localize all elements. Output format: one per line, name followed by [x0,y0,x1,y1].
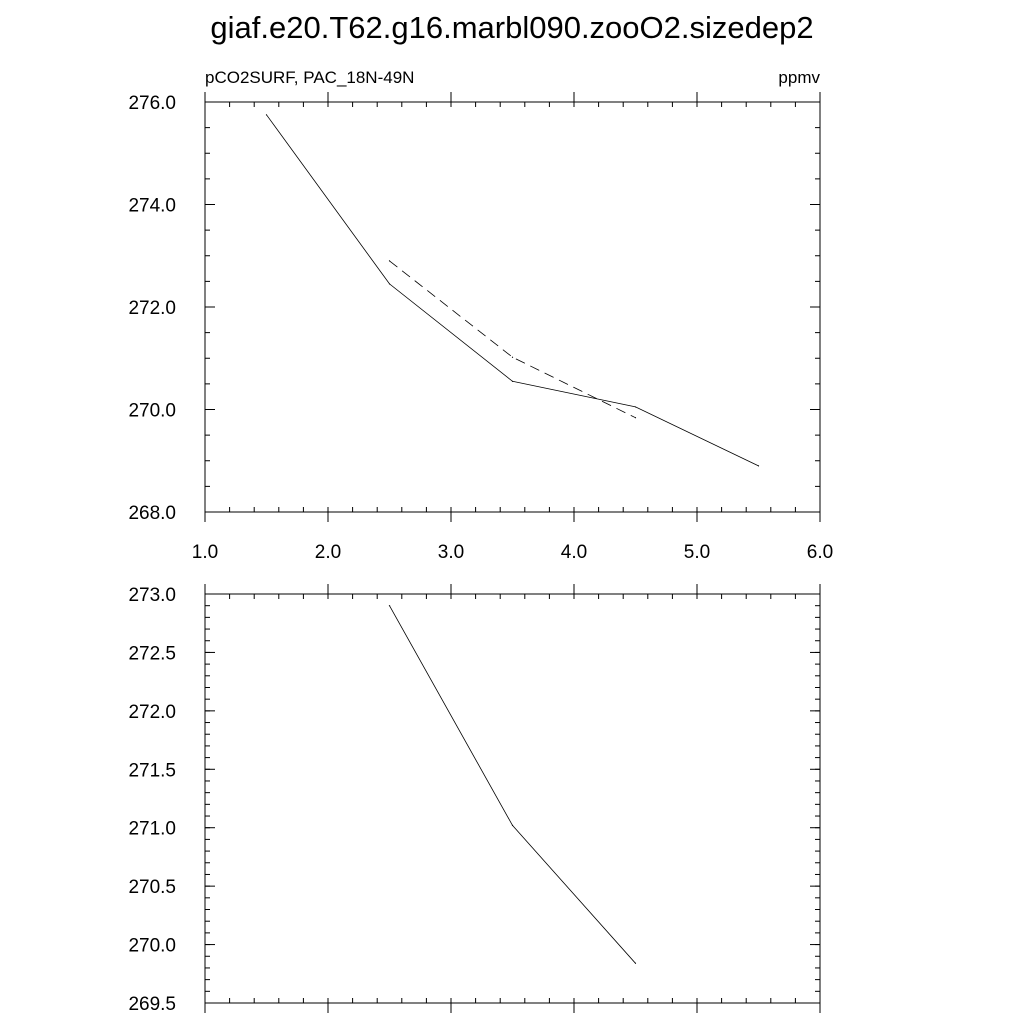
bottom-panel-y-tick-label: 271.5 [128,760,176,781]
top-panel-y-tick-label: 270.0 [128,401,176,422]
top-panel-x-tick-label: 1.0 [192,542,218,563]
top-panel-subtitle-left: pCO2SURF, PAC_18N-49N [205,68,414,87]
bottom-panel-y-tick-label: 270.5 [128,877,176,898]
bottom-panel-y-tick-label: 272.0 [128,702,176,723]
bottom-panel-y-tick-label: 269.5 [128,994,176,1015]
top-panel-units: ppmv [778,68,820,87]
bottom-panel: 269.5 270.0 270.5 271.0 271.5 272.0 272.5 273.0 [128,584,821,1015]
top-panel-x-tick-label: 6.0 [807,542,833,563]
figure-title: giaf.e20.T62.g16.marbl090.zooO2.sizedep2 [210,10,813,45]
top-panel-series-solid-point [265,114,268,116]
bottom-panel-y-tick-label: 272.5 [128,643,176,664]
top-panel-series-solid-point [511,380,514,382]
top-panel-series-dashed-point [388,260,391,262]
top-panel-series-dashed-point [634,417,637,419]
bottom-panel-series-solid-point [388,605,391,607]
top-panel-y-tick-label: 274.0 [128,196,176,217]
top-panel-series-solid-point [757,465,760,467]
top-panel-series-solid-point [388,283,391,285]
bottom-panel-y-tick-label: 271.0 [128,819,176,840]
bottom-panel-frame [204,593,821,1004]
bottom-panel-y-tick-label: 273.0 [128,585,176,606]
top-panel-series-dashed-line [389,260,636,419]
top-panel-series-solid-point [634,406,637,408]
top-panel-x-tick-label: 5.0 [684,542,710,563]
top-panel: pCO2SURF, PAC_18N-49N ppmv 1.0 2.0 3.0 4.0 5… [128,68,833,563]
top-panel-x-tick-label: 2.0 [315,542,341,563]
bottom-panel-y-tick-label: 270.0 [128,936,176,957]
top-panel-x-tick-label: 4.0 [561,542,587,563]
top-panel-frame [204,101,821,513]
bottom-panel-series-solid-point [511,824,514,826]
bottom-panel-series-solid-line [389,605,636,964]
top-panel-y-tick-label: 268.0 [128,503,176,524]
bottom-panel-series-solid-point [634,962,637,964]
top-panel-y-tick-label: 276.0 [128,93,176,114]
top-panel-x-tick-label: 3.0 [438,542,464,563]
top-panel-y-tick-label: 272.0 [128,298,176,319]
top-panel-series-solid-line [266,114,759,467]
top-panel-series-dashed-point [511,356,514,358]
